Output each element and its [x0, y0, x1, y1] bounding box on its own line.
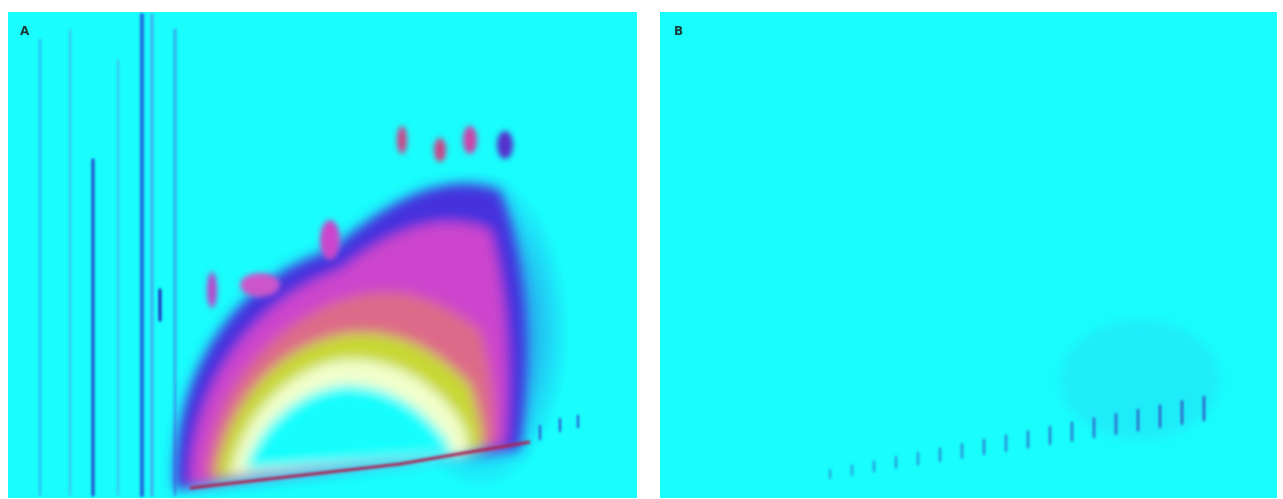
haze	[1060, 320, 1220, 440]
panel-b: B	[660, 12, 1277, 498]
page: A B (() => { const data = JSON.parse(doc…	[0, 0, 1283, 499]
panel-label: B	[674, 24, 683, 38]
panel-a: A	[8, 12, 637, 498]
figure: A B	[0, 0, 1283, 499]
panel-label: A	[20, 24, 30, 38]
